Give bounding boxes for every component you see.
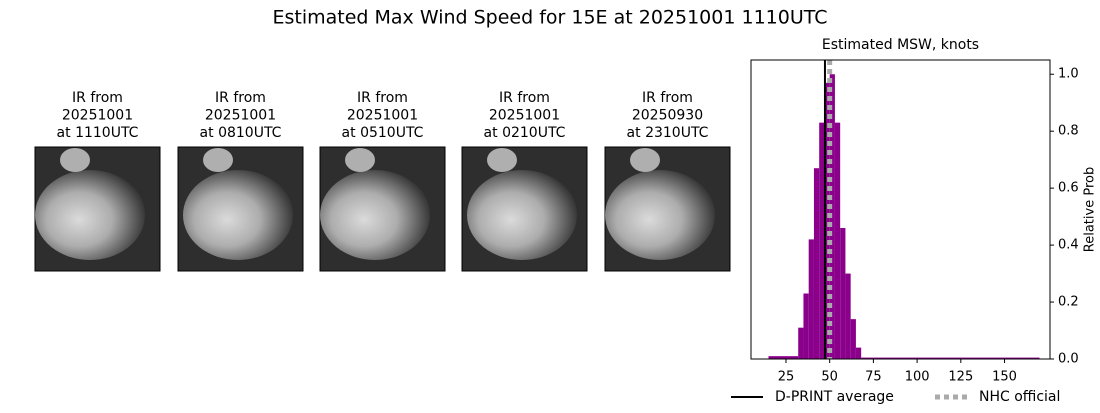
bar xyxy=(850,319,856,359)
x-tick-label: 25 xyxy=(778,370,795,385)
y-tick-label: 0.8 xyxy=(1058,124,1079,139)
image-caption: at 1110UTC xyxy=(57,125,139,141)
bar xyxy=(834,122,841,360)
bar xyxy=(855,347,862,359)
ir-cloud xyxy=(183,170,293,260)
bar xyxy=(829,74,835,359)
legend-label: D-PRINT average xyxy=(775,389,894,405)
chart-title: Estimated MSW, knots xyxy=(822,37,979,53)
bar xyxy=(768,356,799,359)
ir-cloud xyxy=(345,148,375,172)
y-tick-label: 1.0 xyxy=(1058,67,1079,82)
image-caption: 20251001 xyxy=(489,108,560,124)
bar xyxy=(808,239,814,359)
x-tick-label: 150 xyxy=(992,370,1017,385)
image-caption: at 0810UTC xyxy=(200,125,282,141)
y-tick-label: 0.0 xyxy=(1058,352,1079,367)
image-caption: 20251001 xyxy=(347,108,418,124)
ir-cloud xyxy=(630,148,660,172)
figure-title: Estimated Max Wind Speed for 15E at 2025… xyxy=(272,7,827,29)
plot-frame xyxy=(750,59,1051,360)
image-caption: 20250930 xyxy=(632,108,703,124)
image-caption: IR from xyxy=(357,90,408,106)
image-caption: IR from xyxy=(499,90,550,106)
image-caption: at 2310UTC xyxy=(627,125,709,141)
x-tick-label: 75 xyxy=(865,370,882,385)
bar xyxy=(813,168,820,359)
y-axis-label: Relative Prob xyxy=(1083,167,1098,252)
ir-cloud xyxy=(203,148,233,172)
y-tick-label: 0.4 xyxy=(1058,238,1079,253)
bar xyxy=(803,293,809,359)
y-tick-label: 0.6 xyxy=(1058,181,1079,196)
image-caption: at 0210UTC xyxy=(484,125,566,141)
bar xyxy=(798,327,804,359)
x-tick-label: 100 xyxy=(905,370,930,385)
x-tick-label: 50 xyxy=(821,370,838,385)
ir-cloud xyxy=(60,148,90,172)
image-caption: IR from xyxy=(72,90,123,106)
ir-cloud xyxy=(487,148,517,172)
legend-label: NHC official xyxy=(979,389,1060,405)
image-caption: 20251001 xyxy=(62,108,133,124)
bar xyxy=(845,273,851,359)
ir-cloud xyxy=(35,170,145,260)
x-tick-label: 125 xyxy=(948,370,973,385)
image-caption: 20251001 xyxy=(205,108,276,124)
bar xyxy=(824,82,830,360)
ir-cloud xyxy=(605,170,715,260)
ir-cloud xyxy=(320,170,430,260)
bar xyxy=(840,228,846,359)
image-caption: at 0510UTC xyxy=(342,125,424,141)
y-tick-label: 0.2 xyxy=(1058,295,1079,310)
image-caption: IR from xyxy=(215,90,266,106)
bar xyxy=(819,122,825,360)
ir-cloud xyxy=(467,170,577,260)
image-caption: IR from xyxy=(642,90,693,106)
bar xyxy=(861,357,1040,359)
